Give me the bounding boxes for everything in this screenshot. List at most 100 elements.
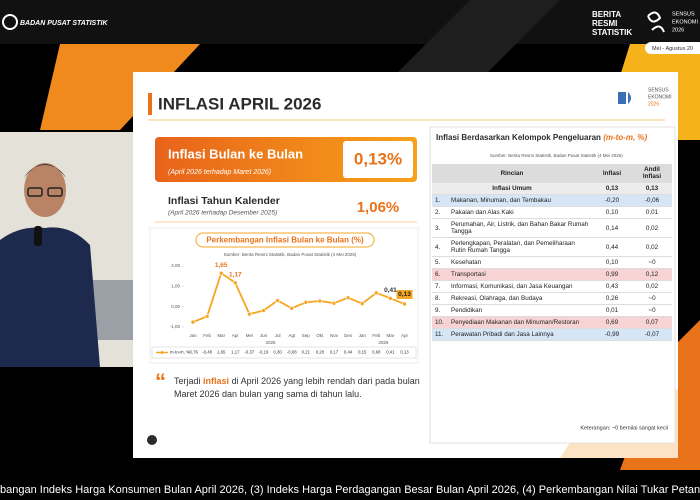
table-value: 0,44: [344, 350, 353, 355]
row-number: 2.: [432, 206, 448, 219]
row-name: Informasi, Komunikasi, dan Jasa Keuangan: [448, 280, 592, 293]
x-tick-label: Des: [344, 333, 353, 338]
table-row: 3. Perumahan, Air, Listrik, dan Bahan Bak…: [432, 218, 672, 238]
chart-table: [151, 346, 417, 359]
row-number: 7.: [432, 280, 448, 293]
table-row: 8. Rekreasi, Olahraga, dan Budaya 0,26 ~0: [432, 292, 672, 305]
row-andil: 0,01: [632, 206, 672, 219]
row-andil: 0,02: [632, 218, 672, 238]
row-andil: 0,13: [632, 182, 672, 195]
row-inflasi: 0,13: [592, 182, 632, 195]
row-andil: 0,02: [632, 237, 672, 257]
sensus-text: 2026: [672, 27, 684, 33]
point-label-box: [396, 290, 413, 300]
speaker-head: [24, 163, 66, 217]
point-label: 0,13: [398, 291, 411, 298]
point: [402, 301, 407, 307]
row-name: Rekreasi, Olahraga, dan Budaya: [448, 292, 592, 305]
row-number: 6.: [432, 268, 448, 281]
x-tick-label: Mar: [217, 333, 225, 338]
row-name: Inflasi Umum: [432, 182, 592, 195]
slide-logo-text: SENSUS: [648, 87, 669, 93]
slide-logo-text: 2026: [648, 101, 659, 107]
x-tick-label: Jul: [275, 333, 281, 338]
row-number: 10.: [432, 316, 448, 329]
period-pill: [645, 42, 700, 54]
row-number: 5.: [432, 256, 448, 269]
chart-title-pill: [195, 232, 375, 248]
table-value: 0,17: [330, 350, 339, 355]
microphone: [34, 226, 42, 246]
table-value: -0,08: [287, 350, 297, 355]
logo: [647, 11, 665, 33]
row-number: 8.: [432, 292, 448, 305]
mtm-label: Inflasi Bulan ke Bulan: [168, 146, 303, 161]
row-name: Penyediaan Makanan dan Minuman/Restoran: [448, 316, 592, 329]
header-cell: Andil Inflasi: [632, 164, 672, 183]
table-value: 1,65: [217, 350, 226, 355]
table-row: 5. Kesehatan 0,10 ~0: [432, 256, 672, 269]
row-inflasi: 0,14: [592, 218, 632, 238]
row-andil: ~0: [632, 256, 672, 269]
table-value: -0,48: [202, 350, 212, 355]
mtm-value-box: [343, 141, 413, 178]
quote-mark: “: [155, 369, 166, 394]
brs-text: STATISTIK: [592, 28, 632, 37]
point-label: 1,17: [229, 272, 242, 279]
x-tick-label: Okt: [316, 333, 324, 338]
speaker-hair: [24, 164, 66, 178]
row-inflasi: 0,99: [592, 268, 632, 281]
glasses: [47, 187, 63, 197]
table-row: 4. Perlengkapan, Peralatan, dan Pemelihar…: [432, 237, 672, 257]
slide-title: INFLASI APRIL 2026: [158, 94, 321, 113]
ticker-bar: [0, 478, 700, 500]
table-row: 10. Penyediaan Makanan dan Minuman/Restor…: [432, 316, 672, 329]
ticker: bangan Indeks Harga Konsumen Bulan April…: [0, 484, 700, 496]
point: [373, 290, 379, 296]
row-name: Pendidikan: [448, 304, 592, 317]
point: [261, 308, 266, 313]
header-cell: Inflasi: [592, 164, 632, 183]
row-name: Makanan, Minuman, dan Tembakau: [448, 194, 592, 207]
x-tick-label: Sep: [302, 333, 311, 338]
point: [233, 280, 238, 286]
row-inflasi: 0,10: [592, 206, 632, 219]
row-inflasi: 0,43: [592, 280, 632, 293]
table-row: 7. Informasi, Komunikasi, dan Jasa Keuang…: [432, 280, 672, 293]
quote-lead: Terjadi: [174, 376, 201, 386]
row-andil: -0,07: [632, 328, 672, 341]
point: [247, 311, 252, 317]
point: [388, 296, 393, 301]
inflation-table: Rincian Inflasi Andil Inflasi Inflasi Umum 0…: [432, 164, 672, 341]
y-tick-label: 1,00: [171, 284, 180, 289]
table-value: 0,15: [358, 350, 367, 355]
mtm-note: (April 2026 terhadap Maret 2026): [168, 169, 271, 176]
x-tick-label: Agt: [288, 333, 296, 338]
row-number: 3.: [432, 218, 448, 238]
top-bar: [0, 0, 700, 44]
table-row: 6. Transportasi 0,99 0,12: [432, 268, 672, 281]
row-inflasi: 0,44: [592, 237, 632, 257]
brs-text: BERITA: [592, 10, 621, 19]
row-andil: 0,02: [632, 280, 672, 293]
legend-label: m-to-m, %: [170, 350, 190, 355]
x-tick-label: Mar: [387, 333, 395, 338]
quote: Terjadi inflasi di April 2026 yang lebih…: [174, 375, 436, 401]
row-inflasi: 0,69: [592, 316, 632, 329]
chart-source: Sumber: Berita Resmi Statistik, Badan Pu…: [224, 252, 357, 257]
row-number: 1.: [432, 194, 448, 207]
row-name: Perlengkapan, Peralatan, dan Pemeliharaa…: [448, 237, 592, 257]
row-number: 11.: [432, 328, 448, 341]
logo: [2, 14, 18, 30]
row-name: Perawatan Pribadi dan Jasa Lainnya: [448, 328, 592, 341]
glasses: [27, 187, 43, 197]
row-inflasi: 0,26: [592, 292, 632, 305]
point: [289, 305, 295, 311]
period: Mei - Agustus 20: [652, 46, 693, 52]
x-tick-label: Nov: [330, 333, 339, 338]
table-row: 11. Perawatan Pribadi dan Jasa Lainnya -0,…: [432, 328, 672, 341]
table-row: 9. Pendidikan 0,01 ~0: [432, 304, 672, 317]
slide-logo: [618, 92, 631, 104]
row-andil: ~0: [632, 304, 672, 317]
